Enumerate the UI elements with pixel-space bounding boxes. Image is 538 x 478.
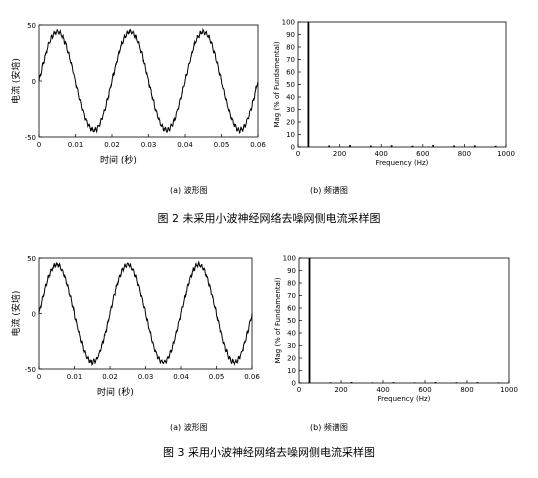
x-tick-label: 400 — [376, 386, 389, 394]
x-tick-label: 0.01 — [67, 373, 83, 381]
subcaption-spectrum-fig2: (b) 频谱图 — [310, 185, 348, 195]
x-tick-label: 800 — [458, 150, 471, 158]
y-tick-label: 100 — [282, 19, 295, 27]
spectrum-bar — [308, 258, 311, 383]
spectrum-bar — [350, 382, 353, 383]
x-tick-label: 600 — [418, 386, 431, 394]
y-tick-label: 20 — [287, 355, 296, 363]
plot-frame — [297, 21, 507, 148]
spectrum-bar — [307, 22, 310, 147]
current-waveform-line — [38, 27, 259, 134]
spectrum-bar — [390, 145, 393, 147]
y-axis-label: 电流 (安培) — [10, 58, 22, 104]
x-tick-label: 0 — [296, 150, 300, 158]
spectrum-bar — [473, 145, 476, 147]
x-tick-label: 0.05 — [214, 141, 230, 149]
x-tick-label: 0.01 — [68, 141, 84, 149]
caption-fig2: 图 2 未采用小波神经网络去噪网侧电流采样图 — [158, 211, 381, 225]
y-axis-label: 电流 (安培) — [10, 291, 22, 337]
spectrum-bar — [453, 145, 455, 147]
y-tick-label: 40 — [286, 94, 295, 102]
y-tick-label: 60 — [286, 69, 295, 77]
spectrum-chart-fig2: 0 200 400 600 800 10001009080706050403020100F… — [273, 19, 515, 168]
spectrum-bar — [455, 382, 458, 384]
x-tick-label: 0.06 — [244, 373, 260, 381]
y-tick-label: 90 — [286, 31, 295, 39]
x-axis-label: 时间 (秒) — [100, 154, 137, 166]
x-tick-label: 200 — [333, 150, 346, 158]
y-tick-label: 30 — [287, 342, 296, 350]
x-tick-label: 600 — [416, 150, 429, 158]
subcaption-waveform-fig3: (a) 波形图 — [170, 422, 208, 432]
x-tick-label: 0.03 — [141, 141, 157, 149]
x-tick-label: 1000 — [497, 150, 515, 158]
x-tick-label: 0 — [37, 373, 41, 381]
x-tick-label: 0 — [297, 386, 301, 394]
spectrum-bar — [369, 145, 372, 147]
plot-frame — [298, 257, 510, 384]
subcaption-waveform-fig2: (a) 波形图 — [170, 185, 208, 195]
y-tick-label: 100 — [283, 255, 296, 263]
x-tick-label: 200 — [334, 386, 347, 394]
y-tick-label: 40 — [287, 330, 296, 338]
x-tick-label: 0.06 — [250, 141, 266, 149]
x-tick-label: 0.02 — [104, 141, 120, 149]
spectrum-chart-fig3: 0 200 400 600 800 10001009080706050403020100F… — [274, 255, 518, 404]
x-tick-label: 0.02 — [102, 373, 118, 381]
y-tick-label: 50 — [287, 317, 296, 325]
spectrum-bar — [476, 382, 479, 383]
x-axis-label: Frequency (Hz) — [378, 395, 431, 403]
y-axis-label: Mag (% of Fundamental) — [274, 277, 282, 363]
x-tick-label: 0.03 — [138, 373, 154, 381]
spectrum-bar — [494, 145, 497, 147]
y-axis-label: Mag (% of Fundamental) — [273, 41, 281, 127]
y-tick-label: 0 — [32, 311, 36, 319]
y-tick-label: 70 — [287, 292, 296, 300]
x-tick-label: 1000 — [500, 386, 518, 394]
y-tick-label: 60 — [287, 305, 296, 313]
spectrum-bar — [432, 145, 435, 147]
y-tick-label: 20 — [286, 119, 295, 127]
spectrum-bar — [371, 382, 374, 384]
y-tick-label: 50 — [286, 81, 295, 89]
y-tick-label: 0 — [32, 78, 36, 86]
spectrum-bar — [392, 382, 395, 383]
spectrum-bar — [411, 145, 414, 147]
x-axis-label: Frequency (Hz) — [376, 159, 429, 167]
spectrum-bar — [497, 382, 500, 384]
y-tick-label: 90 — [287, 267, 296, 275]
spectrum-bar — [349, 145, 351, 147]
y-tick-label: 50 — [27, 255, 36, 263]
y-tick-label: -50 — [25, 366, 36, 374]
spectrum-bar — [328, 145, 331, 147]
y-tick-label: -50 — [25, 134, 36, 142]
y-tick-label: 80 — [287, 280, 296, 288]
x-tick-label: 0.05 — [209, 373, 225, 381]
y-tick-label: 0 — [292, 380, 296, 388]
y-tick-label: 10 — [286, 131, 295, 139]
y-tick-label: 50 — [27, 22, 36, 30]
x-tick-label: 0.04 — [177, 141, 193, 149]
spectrum-bar — [329, 382, 332, 384]
y-tick-label: 70 — [286, 56, 295, 64]
caption-fig3: 图 3 采用小波神经网络去噪网侧电流采样图 — [163, 445, 375, 459]
y-tick-label: 80 — [286, 44, 295, 52]
subcaption-spectrum-fig3: (b) 频谱图 — [310, 422, 348, 432]
y-tick-label: 30 — [286, 106, 295, 114]
x-tick-label: 400 — [375, 150, 388, 158]
spectrum-bar — [413, 382, 416, 384]
current-waveform-line — [38, 260, 253, 367]
spectrum-bar — [434, 382, 437, 383]
x-tick-label: 800 — [460, 386, 473, 394]
y-tick-label: 10 — [287, 367, 296, 375]
x-axis-label: 时间 (秒) — [97, 386, 134, 398]
x-tick-label: 0.04 — [173, 373, 189, 381]
x-tick-label: 0 — [37, 141, 41, 149]
y-tick-label: 0 — [291, 144, 295, 152]
